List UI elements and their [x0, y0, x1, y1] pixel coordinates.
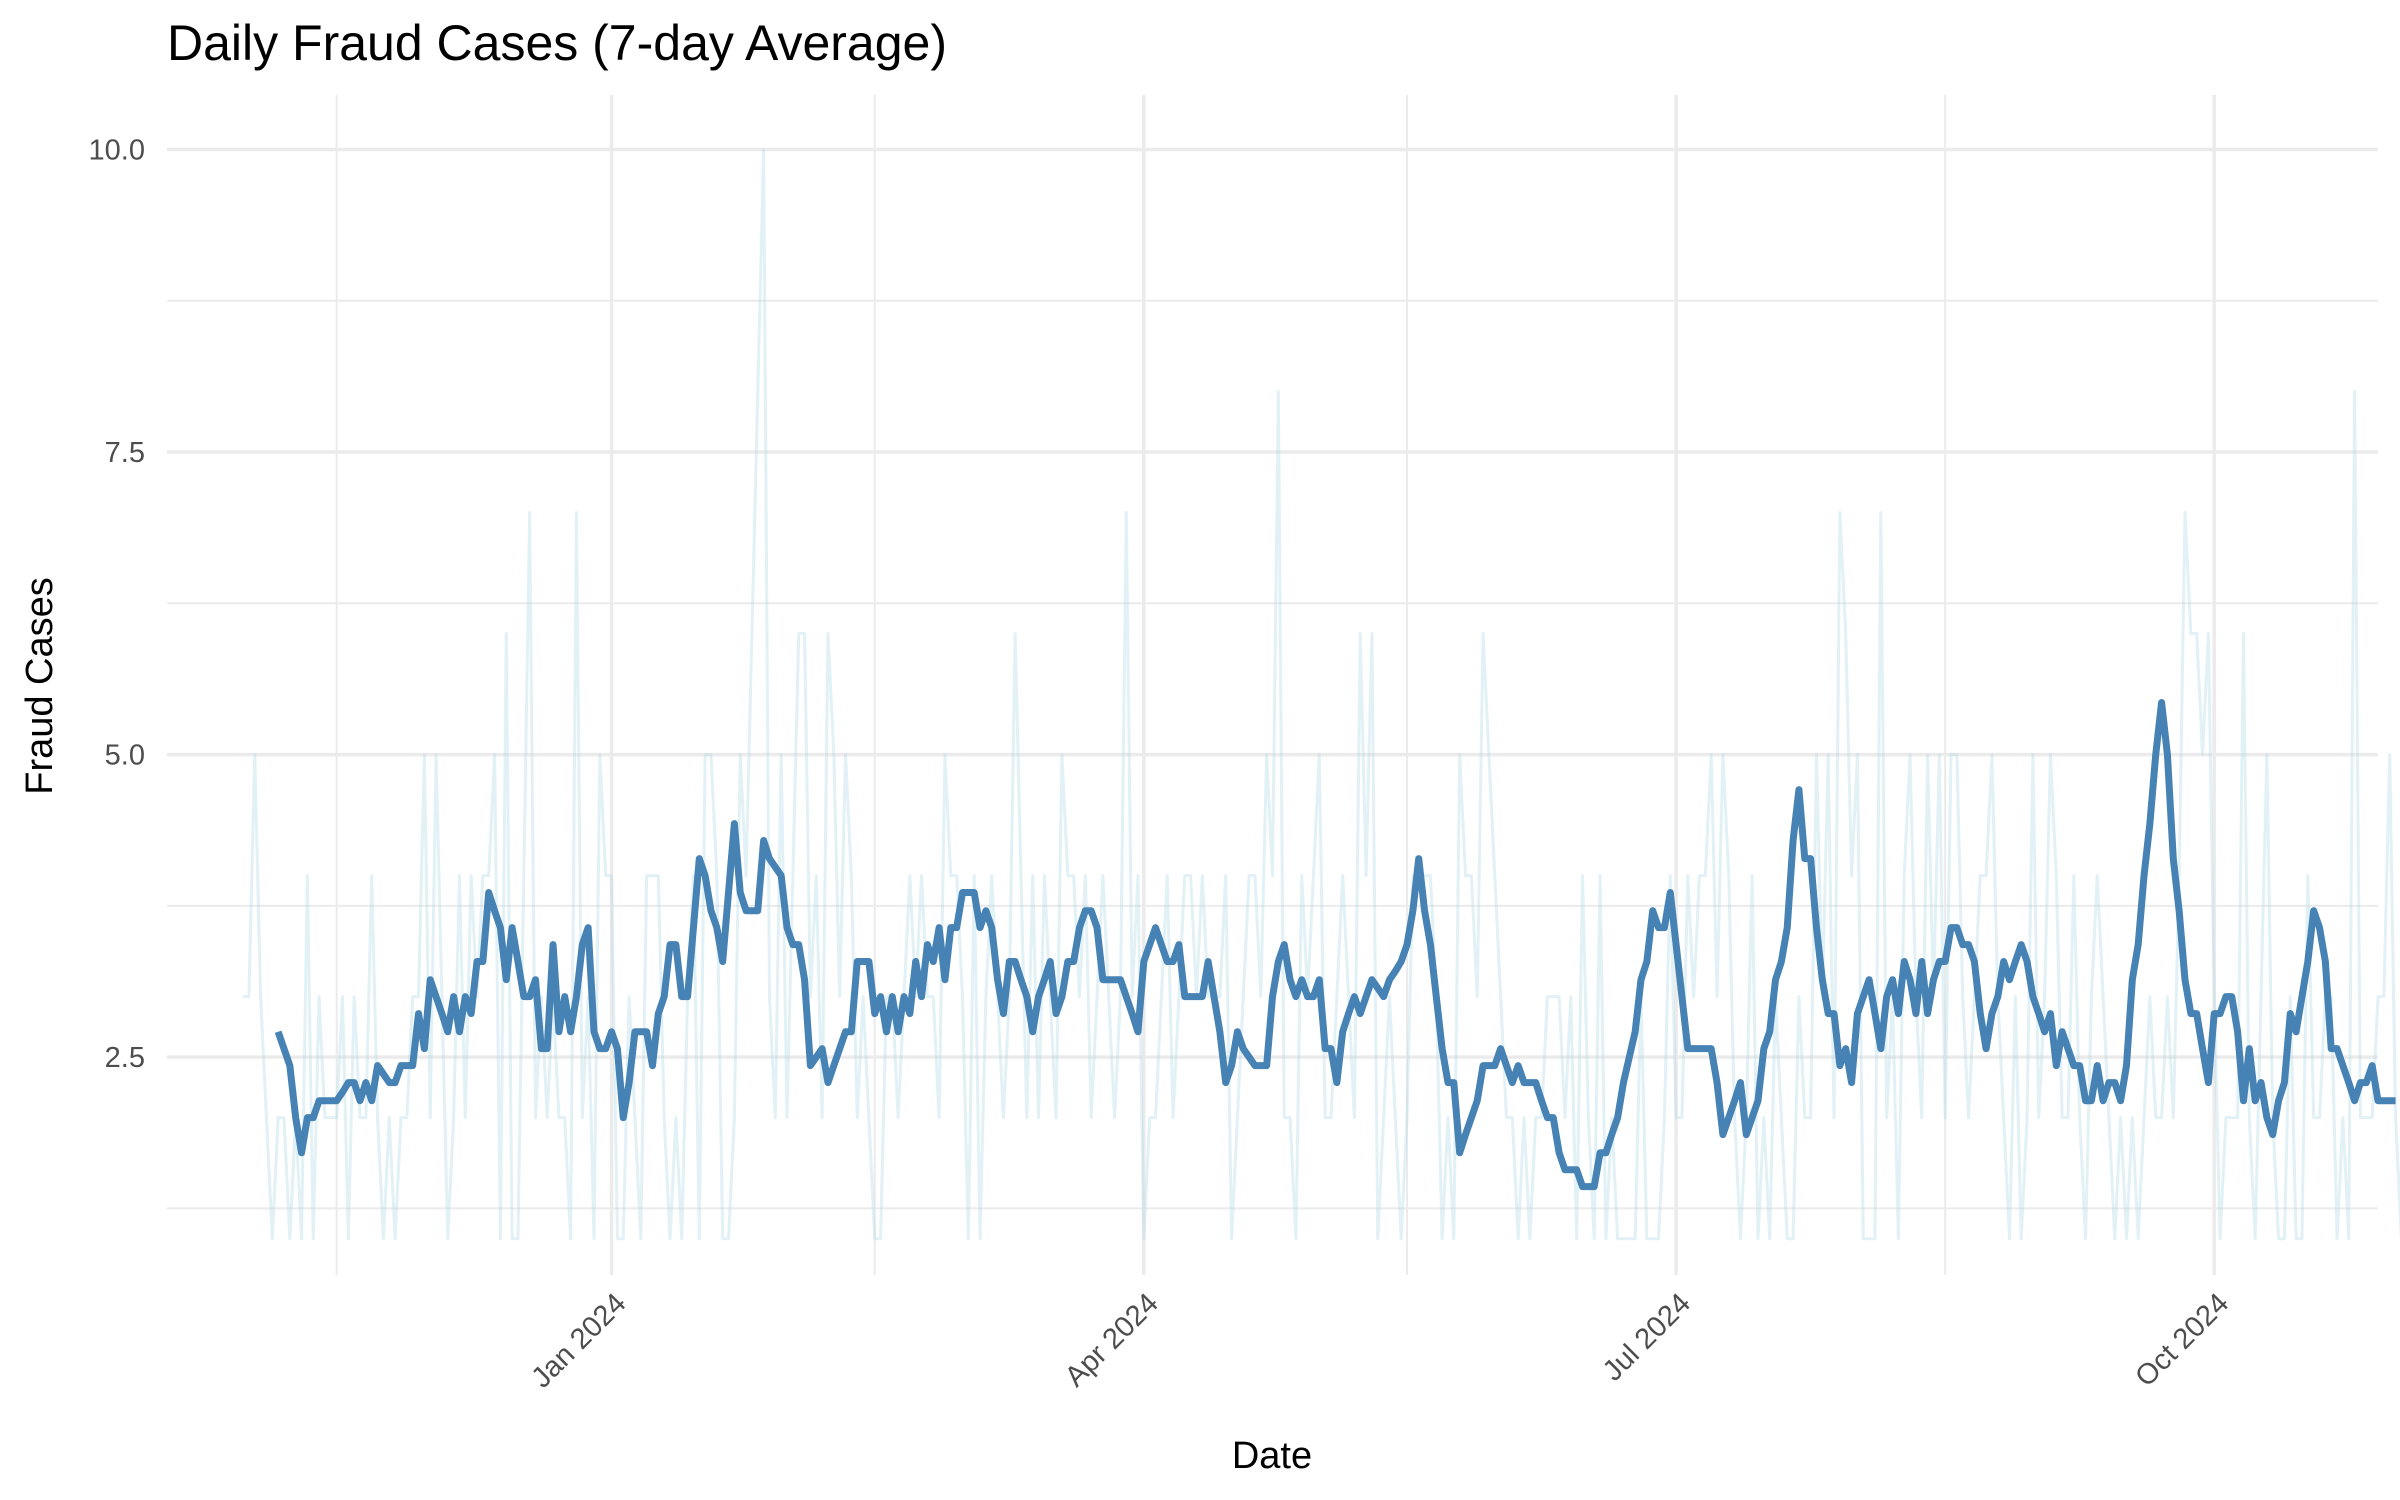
daily-cases-line: [243, 147, 2400, 1241]
y-tick-label: 7.5: [105, 437, 145, 469]
chart-title: Daily Fraud Cases (7-day Average): [167, 15, 947, 71]
seven-day-average-line: [274, 699, 2396, 1191]
x-tick-label: Apr 2024: [1059, 1287, 1165, 1393]
y-tick-label: 2.5: [105, 1042, 145, 1074]
series-layer: [243, 147, 2400, 1241]
y-axis-ticks: 2.5 5.0 7.5 10.0: [89, 134, 145, 1074]
x-tick-label: Jul 2024: [1597, 1287, 1697, 1387]
x-tick-label: Jan 2024: [525, 1287, 632, 1394]
x-axis-ticks: Jan 2024 Apr 2024 Jul 2024 Oct 2024: [525, 1287, 2235, 1394]
y-tick-label: 5.0: [105, 740, 145, 772]
grid: [167, 95, 2378, 1275]
x-tick-label: Oct 2024: [2129, 1287, 2235, 1393]
y-tick-label: 10.0: [89, 134, 145, 166]
x-axis-title: Date: [1232, 1435, 1312, 1477]
y-axis-title: Fraud Cases: [19, 577, 61, 795]
